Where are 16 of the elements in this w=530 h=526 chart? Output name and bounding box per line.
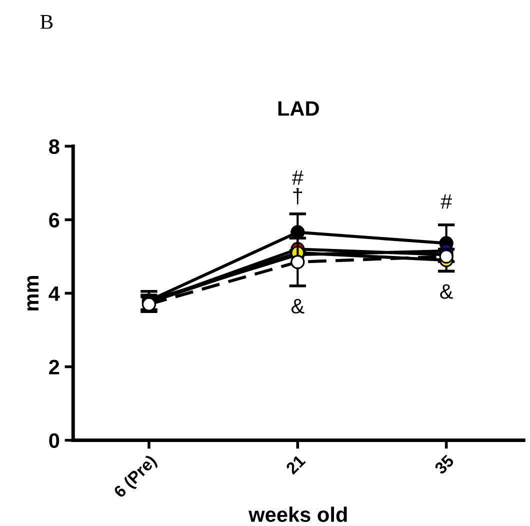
x-axis-title: weeks old (248, 506, 347, 522)
y-tick-label: 4 (48, 286, 60, 301)
x-tick-label: 35 (434, 454, 455, 475)
y-tick-label: 8 (49, 139, 60, 154)
y-tick-label: 2 (49, 360, 60, 374)
annotation: & (291, 298, 304, 314)
text: B (40, 15, 53, 29)
annotation: # (292, 170, 304, 185)
annotation: & (440, 284, 453, 299)
y-axis-title: mm (27, 276, 38, 310)
annotation: † (293, 188, 302, 204)
x-tick-label: 21 (285, 454, 306, 475)
annotation: # (440, 194, 452, 209)
y-tick-label: 6 (49, 212, 60, 228)
y-tick-label: 0 (49, 433, 60, 448)
chart-title: LAD (278, 101, 319, 116)
